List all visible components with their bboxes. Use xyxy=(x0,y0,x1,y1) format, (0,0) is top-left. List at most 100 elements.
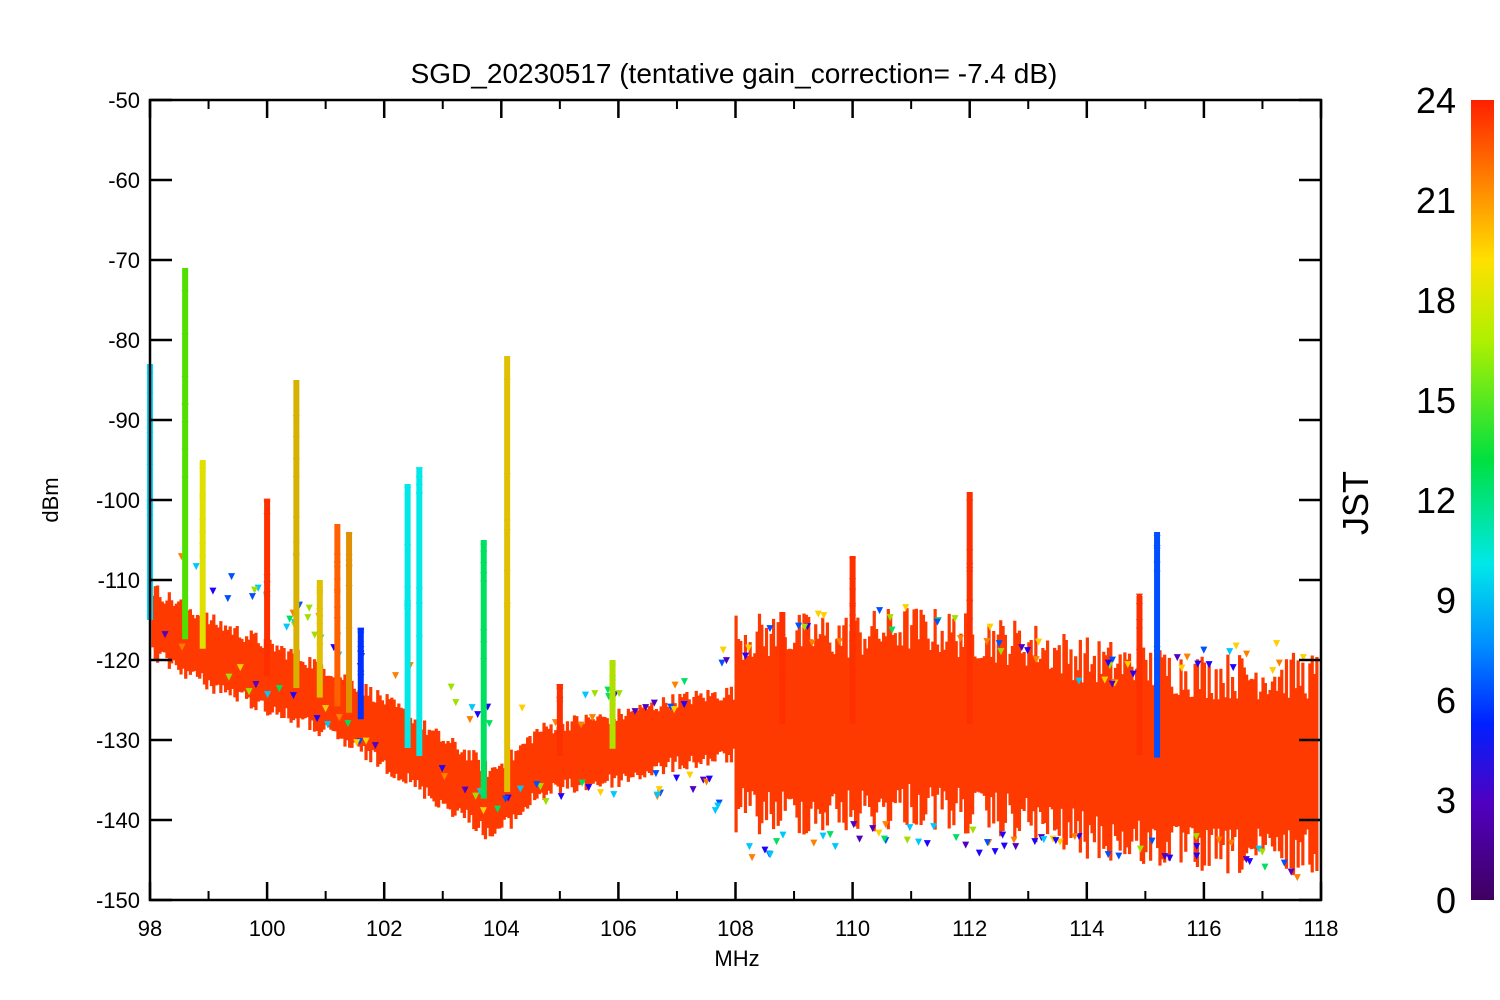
spike-point: ▼ xyxy=(478,547,490,561)
spike-point: ▼ xyxy=(478,577,490,591)
spike-point: ▼ xyxy=(501,602,513,616)
colorbar-tick-label: 0 xyxy=(1436,880,1456,921)
outlier-point: ▼ xyxy=(982,835,994,849)
x-tick-label: 98 xyxy=(138,916,162,941)
outlier-point: ▼ xyxy=(500,791,512,805)
spike-point: ▼ xyxy=(776,630,788,644)
outlier-point: ▼ xyxy=(1297,650,1309,664)
spike-point: ▼ xyxy=(413,463,425,477)
outlier-point: ▼ xyxy=(342,716,354,730)
spike-point: ▼ xyxy=(261,570,273,584)
outlier-point: ▼ xyxy=(492,802,504,816)
spike-point: ▼ xyxy=(290,537,302,551)
spike-point: ▼ xyxy=(314,611,326,625)
outlier-point: ▼ xyxy=(1107,653,1119,667)
outlier-point: ▼ xyxy=(949,611,961,625)
outlier-point: ▼ xyxy=(716,656,728,670)
outlier-point: ▼ xyxy=(904,820,916,834)
spike-point: ▼ xyxy=(554,696,566,710)
outlier-point: ▼ xyxy=(322,717,334,731)
spike-point: ▼ xyxy=(554,719,566,733)
spike-point: ▼ xyxy=(1134,682,1146,696)
outlier-point: ▼ xyxy=(1164,850,1176,864)
spike-point: ▼ xyxy=(413,480,425,494)
spike-point: ▼ xyxy=(847,621,859,635)
outlier-point: ▼ xyxy=(824,827,836,841)
outlier-point: ▼ xyxy=(603,689,615,703)
spike-point: ▼ xyxy=(776,655,788,669)
outlier-point: ▼ xyxy=(701,775,713,789)
colorbar-tick-label: 3 xyxy=(1436,780,1456,821)
colorbar-gradient xyxy=(1471,100,1494,900)
spike-point: ▼ xyxy=(776,670,788,684)
spike-point: ▼ xyxy=(197,539,209,553)
outlier-point: ▼ xyxy=(653,782,665,796)
spike-point: ▼ xyxy=(413,598,425,612)
y-tick-label: -70 xyxy=(108,248,140,273)
outlier-point: ▼ xyxy=(709,803,721,817)
spike-point: ▼ xyxy=(847,611,859,625)
outlier-point: ▼ xyxy=(288,688,300,702)
outlier-point: ▼ xyxy=(1259,859,1271,873)
spike-point: ▼ xyxy=(179,372,191,386)
outlier-point: ▼ xyxy=(595,785,607,799)
outlier-point: ▼ xyxy=(1225,835,1237,849)
spike-point: ▼ xyxy=(261,587,273,601)
outlier-point: ▼ xyxy=(250,677,262,691)
outlier-point: ▼ xyxy=(470,788,482,802)
outlier-point: ▼ xyxy=(764,847,776,861)
outlier-point: ▼ xyxy=(466,700,478,714)
outlier-point: ▼ xyxy=(464,712,476,726)
spike-point: ▼ xyxy=(355,647,367,661)
outlier-point: ▼ xyxy=(445,679,457,693)
spike-point: ▼ xyxy=(402,601,414,615)
outlier-point: ▼ xyxy=(176,639,188,653)
y-tick-label: -100 xyxy=(96,488,140,513)
spike-point: ▼ xyxy=(1151,531,1163,545)
spike-point: ▼ xyxy=(847,584,859,598)
spike-point: ▼ xyxy=(413,583,425,597)
outlier-point: ▼ xyxy=(1073,829,1085,843)
outlier-point: ▼ xyxy=(483,716,495,730)
colorbar-tick-label: 24 xyxy=(1416,80,1456,121)
outlier-point: ▼ xyxy=(771,834,783,848)
spike-point: ▼ xyxy=(261,495,273,509)
spike-point: ▼ xyxy=(964,545,976,559)
colorbar-tick-label: 12 xyxy=(1416,480,1456,521)
outlier-point: ▼ xyxy=(967,823,979,837)
outlier-point: ▼ xyxy=(808,835,820,849)
spike-point: ▼ xyxy=(179,286,191,300)
outlier-point: ▼ xyxy=(829,839,841,853)
spike-point: ▼ xyxy=(179,417,191,431)
spike-point: ▼ xyxy=(1151,655,1163,669)
spike-point: ▼ xyxy=(478,654,490,668)
outlier-point: ▼ xyxy=(602,682,614,696)
outlier-point: ▼ xyxy=(613,686,625,700)
spike-point: ▼ xyxy=(554,682,566,696)
spike-point: ▼ xyxy=(1151,642,1163,656)
spike-point: ▼ xyxy=(607,660,619,674)
spike-point: ▼ xyxy=(355,670,367,684)
outlier-point: ▼ xyxy=(806,636,818,650)
y-tick-label: -150 xyxy=(96,888,140,913)
outlier-point: ▼ xyxy=(482,700,494,714)
spike-point: ▼ xyxy=(776,652,788,666)
outlier-point: ▼ xyxy=(1285,864,1297,878)
outlier-point: ▼ xyxy=(874,603,886,617)
outlier-point: ▼ xyxy=(981,634,993,648)
x-tick-label: 110 xyxy=(835,916,870,941)
outlier-point: ▼ xyxy=(854,831,866,845)
outlier-point: ▼ xyxy=(477,803,489,817)
spike-point: ▼ xyxy=(290,472,302,486)
spike-point: ▼ xyxy=(343,528,355,542)
spike-point: ▼ xyxy=(847,601,859,615)
spike-point: ▼ xyxy=(501,469,513,483)
spike-point: ▼ xyxy=(1134,599,1146,613)
spikes: ▼ ▼ ▼ ▼ ▼ ▼ ▼ ▼ ▼ ▼ ▼ ▼ ▼ ▼ ▼ ▼ ▼ ▼ ▼ ▼ ▼ ▼ ▼ ▼ ▼ ▼ ▼ ▼ ▼ ▼ ▼ ▼ ▼ ▼ ▼ ▼ ▼ ▼ ▼ ▼… xyxy=(144,268,1163,799)
outlier-point: ▼ xyxy=(629,704,641,718)
outlier-point: ▼ xyxy=(472,707,484,721)
outlier-point: ▼ xyxy=(1016,640,1028,654)
outlier-point: ▼ xyxy=(535,779,547,793)
outlier-point: ▼ xyxy=(515,782,527,796)
spike-point: ▼ xyxy=(314,604,326,618)
